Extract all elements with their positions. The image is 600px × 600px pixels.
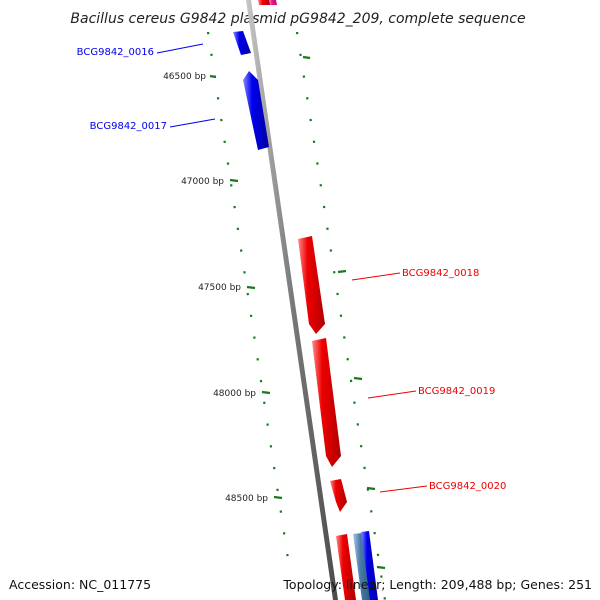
- accession-label: Accession: NC_011775: [9, 577, 152, 592]
- sequence-backbone: [246, 0, 338, 600]
- gene-label-group[interactable]: BCG9842_0017: [90, 118, 216, 132]
- gene-arrow[interactable]: [243, 71, 269, 150]
- gene-arrow[interactable]: [298, 236, 325, 334]
- tick-dashes: [209, 55, 386, 570]
- left-tick-track: [206, 31, 292, 573]
- gene-label-group[interactable]: BCG9842_0016: [77, 43, 204, 58]
- gene-label-group[interactable]: BCG9842_0019: [367, 386, 495, 399]
- bp-marker: 48000 bp: [213, 389, 256, 399]
- gene-label[interactable]: BCG9842_0016: [77, 47, 154, 58]
- bp-marker: 47500 bp: [198, 283, 241, 293]
- gene-label[interactable]: BCG9842_0017: [90, 121, 167, 132]
- gene-label[interactable]: BCG9842_0020: [429, 481, 506, 492]
- gene-partial-top-red: [258, 0, 271, 5]
- right-tick-track: [295, 31, 387, 600]
- gene-arrow[interactable]: [330, 479, 347, 512]
- gene-partial-bottom-red: [336, 534, 356, 600]
- bp-markers: 46500 bp 47000 bp 47500 bp 48000 bp 4850…: [163, 72, 268, 504]
- bp-marker: 47000 bp: [181, 177, 224, 187]
- bp-marker: 48500 bp: [225, 494, 268, 504]
- map-title: Bacillus cereus G9842 plasmid pG9842_209…: [70, 11, 525, 27]
- gene-partial-bottom-blue: [361, 531, 378, 600]
- bp-marker: 46500 bp: [163, 72, 206, 82]
- gene-arrow[interactable]: [233, 31, 251, 55]
- gene-arrow[interactable]: [312, 338, 341, 467]
- gene-label[interactable]: BCG9842_0018: [402, 268, 479, 279]
- sequence-summary: Topology: linear; Length: 209,488 bp; Ge…: [283, 577, 592, 592]
- gene-partial-bottom-steel: [353, 533, 371, 600]
- gene-label-group[interactable]: BCG9842_0020: [379, 481, 506, 493]
- gene-label[interactable]: BCG9842_0019: [418, 386, 495, 397]
- gene-label-group[interactable]: BCG9842_0018: [351, 268, 479, 281]
- gene-partial-top-pink: [269, 0, 277, 5]
